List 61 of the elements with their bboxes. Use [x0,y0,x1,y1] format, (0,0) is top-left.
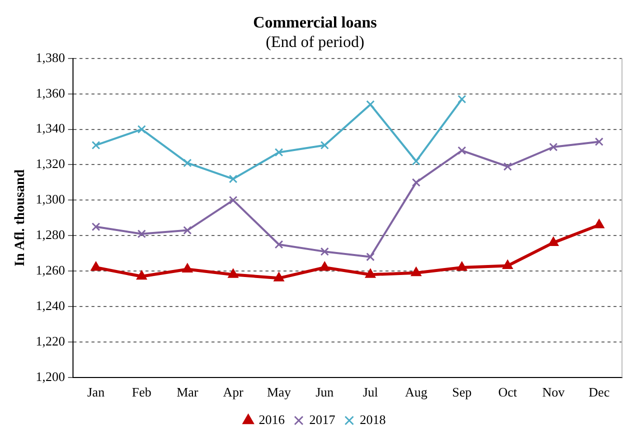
point [228,174,238,184]
point [320,247,329,256]
point [458,146,466,155]
y-tick-label: 1,300 [36,192,66,207]
point [411,267,422,276]
x-tick-label: Jun [316,384,334,400]
x-tick-label: Aug [404,384,428,400]
x-tick-label: Jul [362,384,378,400]
point [456,262,467,271]
point [274,240,284,249]
y-tick-label: 1,380 [36,50,66,65]
chart-title: Commercial loans [253,14,377,32]
point [136,270,147,280]
point [412,156,420,166]
y-tick-label: 1,360 [36,85,66,100]
point [183,226,192,235]
y-axis-title: In Afl. thousand [13,169,28,266]
point [502,260,513,269]
x-tick-label: Jan [87,384,106,400]
point [137,230,146,238]
y-tick-label: 1,200 [36,368,66,384]
point [320,262,330,271]
legend-label: 2017 [309,412,336,427]
point [594,219,604,228]
point [274,272,284,282]
y-tick-label: 1,240 [36,298,66,313]
point [594,137,604,146]
x-tick-label: Sep [452,384,472,400]
y-tick-label: 1,260 [36,262,66,278]
y-tick-label: 1,220 [36,333,66,348]
point [412,178,420,187]
point [182,264,192,273]
y-tick-label: 1,280 [36,227,66,242]
point [92,140,100,150]
point [503,162,512,171]
x-tick-label: Oct [498,384,518,400]
chart-subtitle: (End of period) [266,34,364,52]
point [274,148,284,157]
x-tick-label: Mar [176,384,199,400]
x-tick-label: Apr [223,384,244,400]
x-tick-label: Dec [588,384,610,400]
point [228,268,238,278]
point [458,94,466,104]
legend-label: 2016 [258,412,286,427]
point [90,262,102,271]
point [365,268,376,278]
y-tick-label: 1,320 [36,156,66,172]
point [366,100,375,109]
x-tick-label: May [266,384,292,400]
point [228,196,238,204]
point [92,222,100,232]
x-tick-label: Feb [132,384,152,400]
point [320,140,329,150]
point [548,236,558,246]
point [137,125,146,134]
point [549,142,558,152]
point [366,252,375,262]
legend-label: 2018 [360,412,386,427]
point [183,158,192,168]
y-tick-label: 1,340 [36,120,66,136]
x-tick-label: Nov [542,384,566,400]
